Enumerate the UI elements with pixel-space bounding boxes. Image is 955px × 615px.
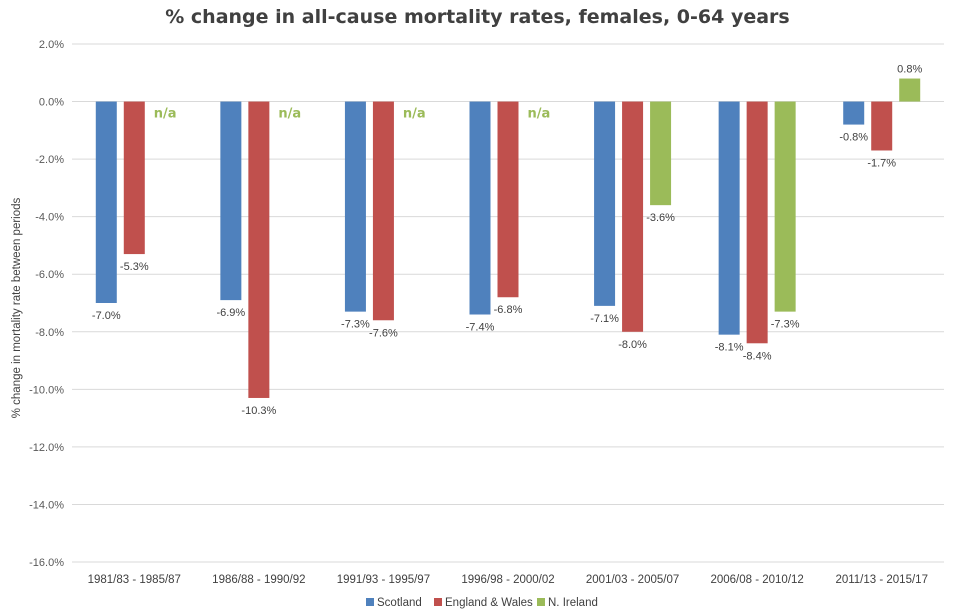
x-category-label: 1986/88 - 1990/92 bbox=[212, 574, 305, 586]
bar-scotland bbox=[843, 101, 865, 125]
data-label: -7.4% bbox=[466, 322, 495, 334]
na-label: n/a bbox=[278, 107, 301, 122]
bar-england-wales bbox=[372, 101, 394, 321]
data-label: -6.8% bbox=[494, 304, 523, 316]
bars bbox=[95, 78, 921, 398]
data-label: 0.8% bbox=[897, 64, 922, 76]
y-axis-ticks: 2.0% 0.0% -2.0% -4.0% -6.0% -8.0% -10.0% -12.0%… bbox=[29, 39, 64, 569]
data-label: -7.3% bbox=[341, 319, 370, 331]
data-label: -8.1% bbox=[715, 342, 744, 354]
data-label: -7.6% bbox=[369, 327, 398, 339]
data-label: -3.6% bbox=[646, 212, 675, 224]
data-label: -10.3% bbox=[241, 405, 276, 417]
bar-scotland bbox=[718, 101, 740, 335]
legend-swatch bbox=[537, 598, 545, 606]
data-label: -5.3% bbox=[120, 261, 149, 273]
y-tick-label: -2.0% bbox=[35, 154, 64, 166]
legend: Scotland England & Wales N. Ireland bbox=[366, 597, 598, 609]
bar-england-wales bbox=[248, 101, 270, 398]
x-category-label: 1981/83 - 1985/87 bbox=[88, 574, 181, 586]
data-label: -8.0% bbox=[618, 339, 647, 351]
data-labels: -7.0%-5.3%n/a-6.9%-10.3%n/a-7.3%-7.6%n/a… bbox=[92, 64, 923, 417]
na-label: n/a bbox=[528, 107, 551, 122]
bar-n-ireland bbox=[650, 101, 672, 206]
bar-scotland bbox=[594, 101, 616, 306]
data-label: -7.1% bbox=[590, 313, 619, 325]
data-label: -7.3% bbox=[771, 319, 800, 331]
x-category-label: 1996/98 - 2000/02 bbox=[461, 574, 554, 586]
legend-label: Scotland bbox=[377, 597, 422, 609]
legend-swatch bbox=[366, 598, 374, 606]
bar-england-wales bbox=[497, 101, 519, 298]
na-label: n/a bbox=[154, 107, 177, 122]
bar-england-wales bbox=[746, 101, 768, 344]
y-tick-label: -4.0% bbox=[35, 212, 64, 224]
chart-title: % change in all-cause mortality rates, f… bbox=[165, 6, 790, 28]
y-tick-label: -8.0% bbox=[35, 327, 64, 339]
y-tick-label: -6.0% bbox=[35, 269, 64, 281]
data-label: -8.4% bbox=[743, 350, 772, 362]
legend-swatch bbox=[434, 598, 442, 606]
bar-n-ireland bbox=[899, 78, 921, 102]
x-axis-categories: 1981/83 - 1985/87 1986/88 - 1990/92 1991/9… bbox=[88, 574, 928, 586]
na-label: n/a bbox=[403, 107, 426, 122]
x-category-label: 1991/93 - 1995/97 bbox=[337, 574, 430, 586]
data-label: -1.7% bbox=[867, 157, 896, 169]
y-tick-label: 0.0% bbox=[39, 97, 64, 109]
y-tick-label: -12.0% bbox=[29, 442, 64, 454]
data-label: -7.0% bbox=[92, 310, 121, 322]
legend-label: England & Wales bbox=[445, 597, 533, 609]
bar-n-ireland bbox=[774, 101, 796, 312]
bar-scotland bbox=[469, 101, 491, 315]
bar-scotland bbox=[344, 101, 366, 312]
legend-label: N. Ireland bbox=[548, 597, 598, 609]
bar-england-wales bbox=[123, 101, 145, 255]
y-tick-label: 2.0% bbox=[39, 39, 64, 51]
x-category-label: 2011/13 - 2015/17 bbox=[835, 574, 928, 586]
data-label: -0.8% bbox=[839, 132, 868, 144]
x-category-label: 2006/08 - 2010/12 bbox=[710, 574, 803, 586]
y-tick-label: -16.0% bbox=[29, 557, 64, 569]
y-axis-label: % change in mortality rate between perio… bbox=[11, 197, 23, 418]
y-tick-label: -10.0% bbox=[29, 384, 64, 396]
bar-scotland bbox=[95, 101, 117, 303]
bar-scotland bbox=[220, 101, 242, 301]
x-category-label: 2001/03 - 2005/07 bbox=[586, 574, 679, 586]
bar-england-wales bbox=[871, 101, 893, 151]
y-tick-label: -14.0% bbox=[29, 499, 64, 511]
bar-england-wales bbox=[622, 101, 644, 332]
data-label: -6.9% bbox=[216, 307, 245, 319]
